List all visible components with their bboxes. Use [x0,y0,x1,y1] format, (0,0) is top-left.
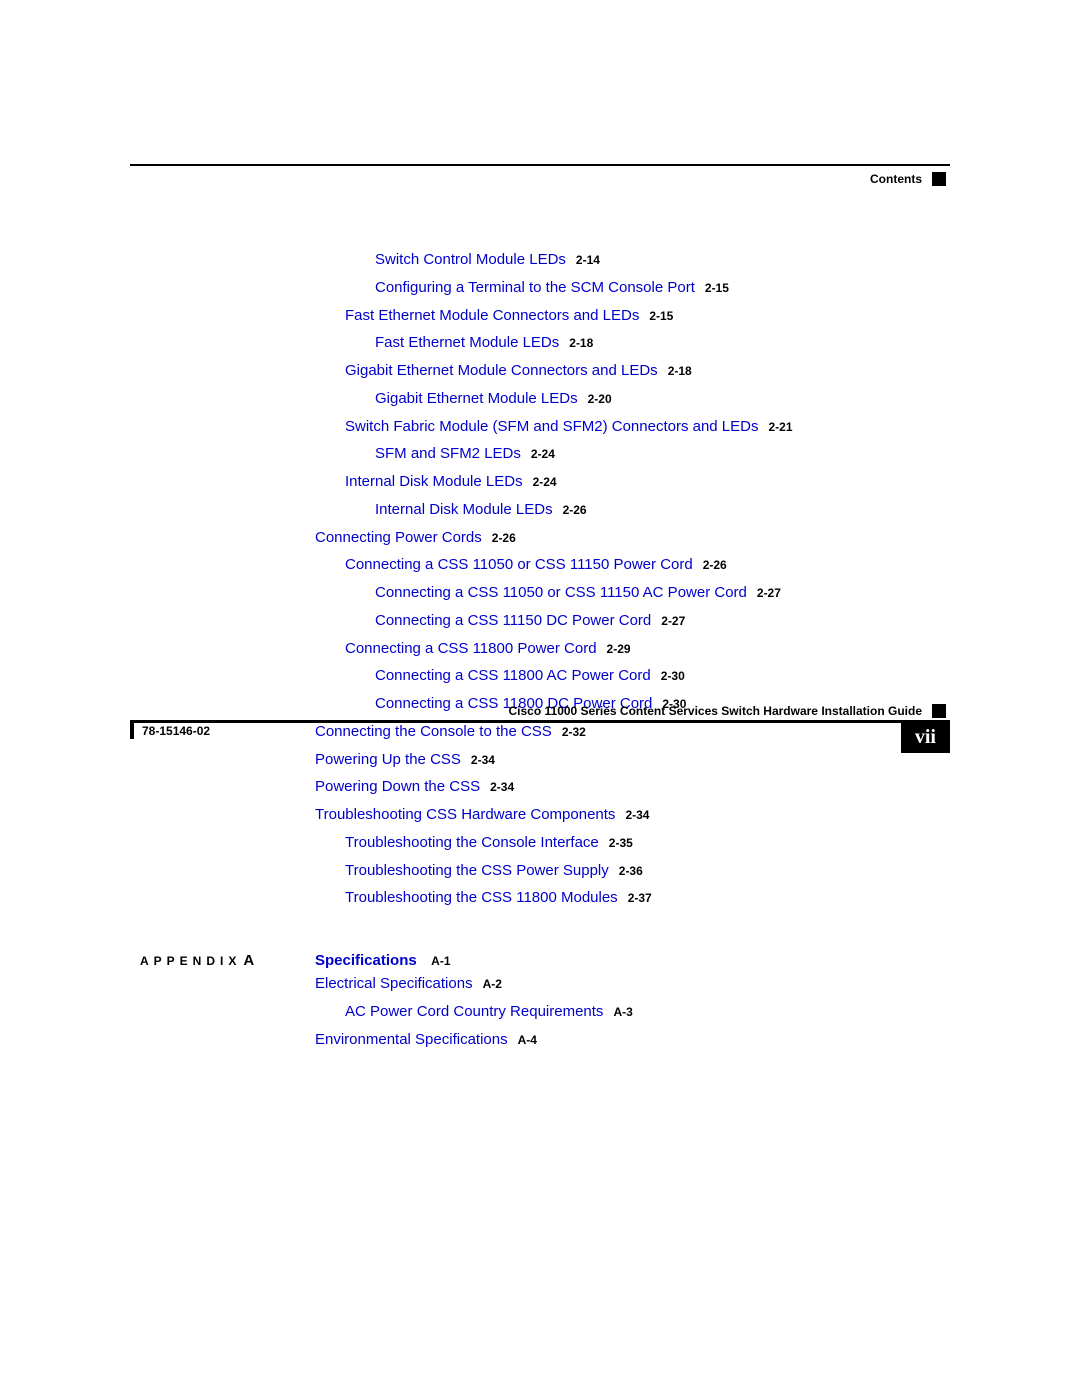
toc-entry: Troubleshooting the Console Interface 2-3… [345,829,950,857]
toc-page-ref: 2-14 [576,253,600,267]
top-rule [130,164,950,166]
toc-page-ref: 2-15 [649,309,673,323]
footer-bottom-row: 78-15146-02 vii [130,723,950,753]
footer-title-row: Cisco 11000 Series Content Services Swit… [130,704,950,718]
toc-entry: Connecting a CSS 11800 AC Power Cord 2-30 [375,662,950,690]
toc-link[interactable]: Switch Fabric Module (SFM and SFM2) Conn… [345,418,759,435]
page-container: Contents Switch Control Module LEDs 2-14 C… [130,164,950,1053]
header-row: Contents [130,172,950,186]
appendix-entry: Environmental Specifications A-4 [315,1026,950,1054]
appendix-title-link[interactable]: Specifications [315,952,417,969]
toc-entry: Troubleshooting CSS Hardware Components 2… [315,801,950,829]
toc-link[interactable]: Connecting a CSS 11050 or CSS 11150 Powe… [345,556,693,573]
appendix-entry: AC Power Cord Country Requirements A-3 [345,998,950,1026]
footer-title: Cisco 11000 Series Content Services Swit… [509,704,923,718]
toc-entry: Fast Ethernet Module LEDs 2-18 [375,329,950,357]
toc-page-ref: 2-15 [705,281,729,295]
header-label: Contents [870,172,922,186]
toc-link[interactable]: Connecting Power Cords [315,529,482,546]
toc-link[interactable]: Troubleshooting the CSS Power Supply [345,862,609,879]
toc-page-ref: 2-30 [661,669,685,683]
footer-marker-icon [932,704,946,718]
toc-entry: Gigabit Ethernet Module LEDs 2-20 [375,385,950,413]
toc-page-ref: 2-18 [668,364,692,378]
appendix-link[interactable]: Electrical Specifications [315,975,473,992]
toc-content: Switch Control Module LEDs 2-14 Configurin… [130,246,950,912]
toc-link[interactable]: Configuring a Terminal to the SCM Consol… [375,279,695,296]
toc-entry: Fast Ethernet Module Connectors and LEDs… [345,302,950,330]
toc-page-ref: 2-34 [490,780,514,794]
appendix-items: Electrical Specifications A-2 AC Power Cor… [315,970,950,1053]
toc-entry: Powering Down the CSS 2-34 [315,773,950,801]
toc-page-ref: 2-18 [569,336,593,350]
toc-entry: Connecting Power Cords 2-26 [315,524,950,552]
appendix-link[interactable]: Environmental Specifications [315,1031,508,1048]
appendix-link[interactable]: AC Power Cord Country Requirements [345,1003,603,1020]
toc-page-ref: 2-24 [531,447,555,461]
appendix-entry: Electrical Specifications A-2 [315,970,950,998]
toc-entry: SFM and SFM2 LEDs 2-24 [375,440,950,468]
toc-page-ref: 2-26 [703,558,727,572]
toc-entry: Internal Disk Module LEDs 2-26 [375,496,950,524]
toc-link[interactable]: Fast Ethernet Module LEDs [375,334,559,351]
toc-link[interactable]: Switch Control Module LEDs [375,251,566,268]
toc-entry: Connecting a CSS 11800 Power Cord 2-29 [345,635,950,663]
appendix-label: APPENDIXA [130,952,315,969]
toc-link[interactable]: Troubleshooting the Console Interface [345,834,599,851]
toc-link[interactable]: Gigabit Ethernet Module LEDs [375,390,578,407]
toc-page-ref: 2-21 [769,420,793,434]
toc-link[interactable]: Troubleshooting CSS Hardware Components [315,806,615,823]
appendix-word: APPENDIX [140,954,241,968]
toc-page-ref: 2-27 [757,586,781,600]
toc-entry: Internal Disk Module LEDs 2-24 [345,468,950,496]
toc-link[interactable]: Connecting a CSS 11800 AC Power Cord [375,667,651,684]
toc-link[interactable]: Connecting a CSS 11800 Power Cord [345,640,597,657]
toc-entry: Troubleshooting the CSS 11800 Modules 2-3… [345,884,950,912]
footer-left: 78-15146-02 [130,723,210,739]
footer: Cisco 11000 Series Content Services Swit… [130,704,950,753]
appendix-page-ref: A-2 [483,977,502,991]
toc-page-ref: 2-34 [625,808,649,822]
header-marker-icon [932,172,946,186]
toc-link[interactable]: Connecting a CSS 11150 DC Power Cord [375,612,651,629]
toc-page-ref: 2-20 [588,392,612,406]
toc-entry: Connecting a CSS 11050 or CSS 11150 Powe… [345,551,950,579]
toc-link[interactable]: Powering Down the CSS [315,778,480,795]
appendix-letter: A [243,952,254,969]
page-number: vii [901,723,950,753]
toc-page-ref: 2-35 [609,836,633,850]
toc-link[interactable]: Internal Disk Module LEDs [345,473,523,490]
toc-page-ref: 2-26 [492,531,516,545]
toc-entry: Switch Control Module LEDs 2-14 [375,246,950,274]
toc-entry: Connecting a CSS 11050 or CSS 11150 AC P… [375,579,950,607]
toc-entry: Configuring a Terminal to the SCM Consol… [375,274,950,302]
toc-link[interactable]: SFM and SFM2 LEDs [375,445,521,462]
toc-entry: Switch Fabric Module (SFM and SFM2) Conn… [345,413,950,441]
toc-page-ref: 2-26 [563,503,587,517]
toc-entry: Connecting a CSS 11150 DC Power Cord 2-27 [375,607,950,635]
toc-page-ref: 2-24 [533,475,557,489]
toc-link[interactable]: Fast Ethernet Module Connectors and LEDs [345,307,639,324]
appendix-title-page: A-1 [431,954,450,968]
appendix-page-ref: A-4 [518,1033,537,1047]
toc-link[interactable]: Connecting a CSS 11050 or CSS 11150 AC P… [375,584,747,601]
toc-entry: Gigabit Ethernet Module Connectors and L… [345,357,950,385]
appendix-page-ref: A-3 [613,1005,632,1019]
toc-page-ref: 2-34 [471,753,495,767]
footer-left-bar-icon [130,723,134,739]
appendix-title-line: Specifications A-1 [315,952,451,970]
appendix-row: APPENDIXA Specifications A-1 [130,952,950,970]
toc-link[interactable]: Troubleshooting the CSS 11800 Modules [345,889,618,906]
toc-entry: Troubleshooting the CSS Power Supply 2-36 [345,857,950,885]
toc-page-ref: 2-37 [628,891,652,905]
toc-page-ref: 2-27 [661,614,685,628]
toc-link[interactable]: Gigabit Ethernet Module Connectors and L… [345,362,658,379]
toc-page-ref: 2-36 [619,864,643,878]
toc-page-ref: 2-29 [607,642,631,656]
toc-link[interactable]: Internal Disk Module LEDs [375,501,553,518]
footer-docnum: 78-15146-02 [142,724,210,738]
